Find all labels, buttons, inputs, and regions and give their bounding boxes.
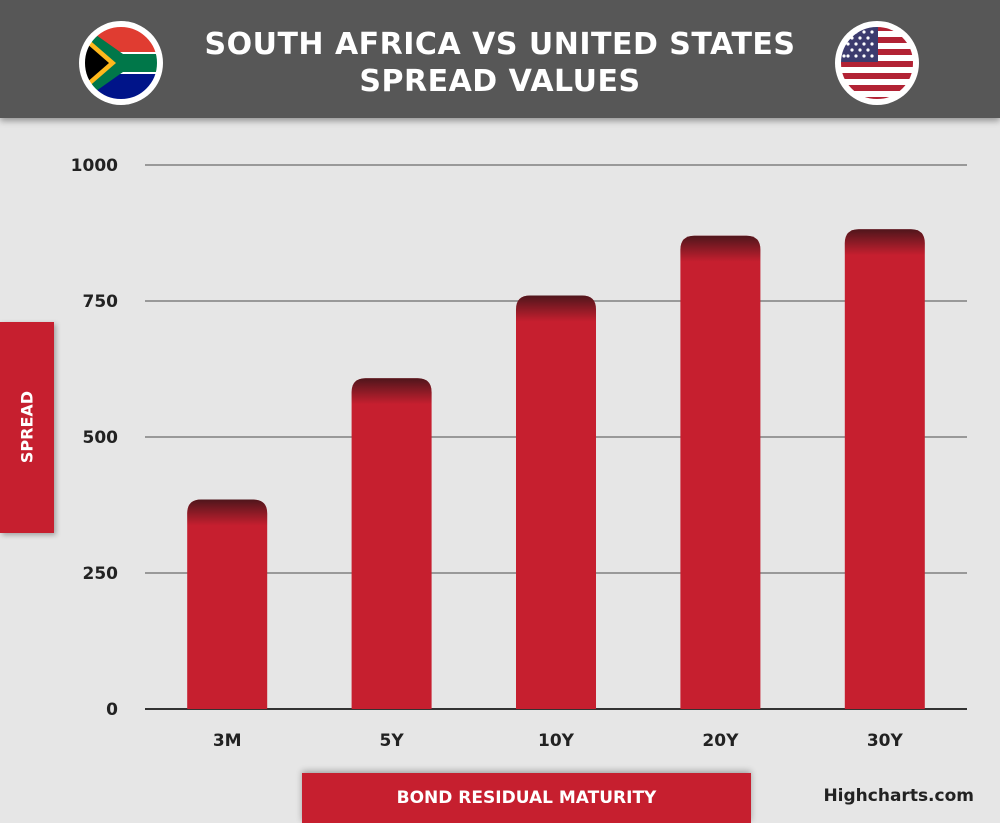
y-tick-label: 750 [83, 292, 119, 312]
bar-shade [516, 295, 596, 322]
x-tick-label: 20Y [702, 731, 739, 751]
y-tick-label: 1000 [71, 156, 118, 176]
bar-3m[interactable] [187, 499, 268, 709]
x-axis-ticks: 3M 5Y 10Y 20Y 30Y [213, 731, 904, 751]
bar-30y[interactable] [844, 229, 925, 709]
title-line-2: SPREAD VALUES [359, 64, 641, 99]
y-axis-ticks: 0 250 500 750 1000 [71, 156, 118, 720]
bar-shade [680, 235, 761, 262]
bar-20y[interactable] [680, 235, 761, 709]
bar-shade [844, 229, 925, 256]
bars [187, 229, 925, 709]
x-tick-label: 5Y [380, 731, 405, 751]
x-axis-label-box: BOND RESIDUAL MATURITY [302, 773, 751, 823]
south-africa-flag-icon [79, 21, 163, 105]
y-tick-label: 500 [83, 428, 119, 448]
chart-header: SOUTH AFRICA VS UNITED STATES SPREAD VAL… [0, 0, 1000, 118]
united-states-flag-icon [835, 21, 919, 105]
title-line-1: SOUTH AFRICA VS UNITED STATES [204, 27, 796, 62]
x-tick-label: 3M [213, 731, 242, 751]
y-tick-label: 0 [106, 700, 118, 720]
bar-5y[interactable] [351, 378, 432, 709]
x-tick-label: 10Y [538, 731, 575, 751]
bar-10y[interactable] [516, 295, 596, 709]
y-tick-label: 250 [83, 564, 119, 584]
x-axis-label: BOND RESIDUAL MATURITY [396, 788, 657, 808]
credits-link[interactable]: Highcharts.com [823, 786, 974, 806]
bar-shade [351, 378, 432, 405]
y-axis-label-box: SPREAD [0, 322, 54, 533]
chart-title: SOUTH AFRICA VS UNITED STATES SPREAD VAL… [180, 26, 820, 100]
x-tick-label: 30Y [867, 731, 904, 751]
y-axis-label: SPREAD [17, 390, 37, 464]
bar-shade [187, 499, 268, 526]
